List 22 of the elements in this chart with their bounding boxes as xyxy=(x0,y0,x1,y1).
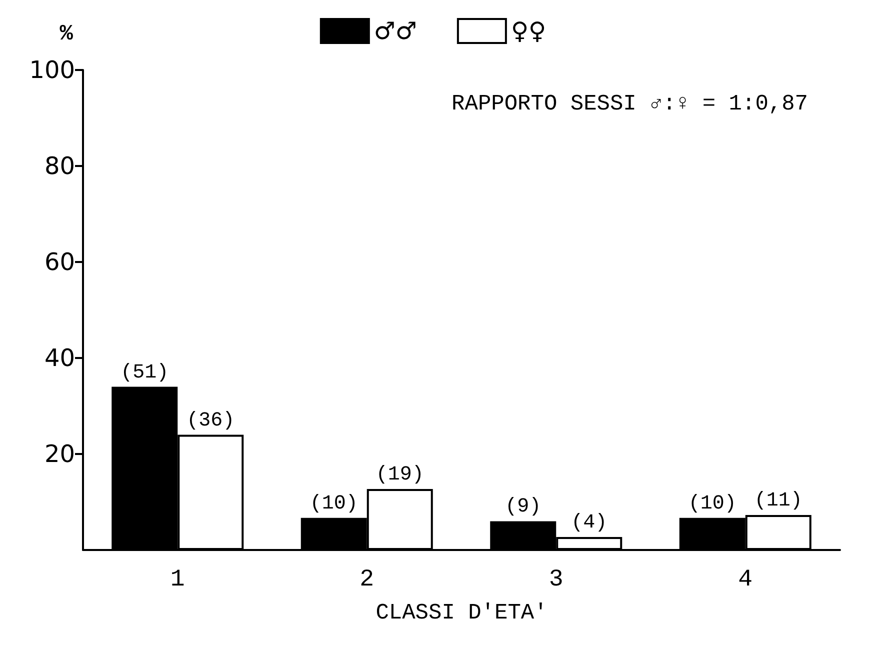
annotation: (9) xyxy=(505,496,542,519)
annotation: (19) xyxy=(376,464,424,487)
y-axis-title: % xyxy=(60,22,74,46)
y-tick-label: 20 xyxy=(44,440,75,468)
annotation: (10) xyxy=(688,492,736,516)
y-tick-label: 40 xyxy=(44,344,75,372)
y-tick-label: 60 xyxy=(44,248,75,276)
y-tick-label: 80 xyxy=(44,152,75,180)
annotation: (4) xyxy=(571,512,608,535)
x-axis-title: CLASSI D'ETA' xyxy=(376,600,548,626)
y-tick-label: 100 xyxy=(29,56,75,84)
x-tick-label: 4 xyxy=(738,566,753,594)
annotation: (51) xyxy=(120,361,169,384)
annotation: RAPPORTO SESSI ♂:♀ = 1:0,87 xyxy=(452,92,808,116)
annotation: (36) xyxy=(186,409,235,432)
annotation: (11) xyxy=(754,489,802,512)
legend-label: ♂♂ xyxy=(374,17,417,45)
x-tick-label: 2 xyxy=(360,566,374,594)
legend-label: ♀♀ xyxy=(510,17,546,45)
x-tick-label: 1 xyxy=(170,566,185,594)
annotation: (10) xyxy=(310,492,358,516)
x-tick-label: 3 xyxy=(548,566,564,594)
